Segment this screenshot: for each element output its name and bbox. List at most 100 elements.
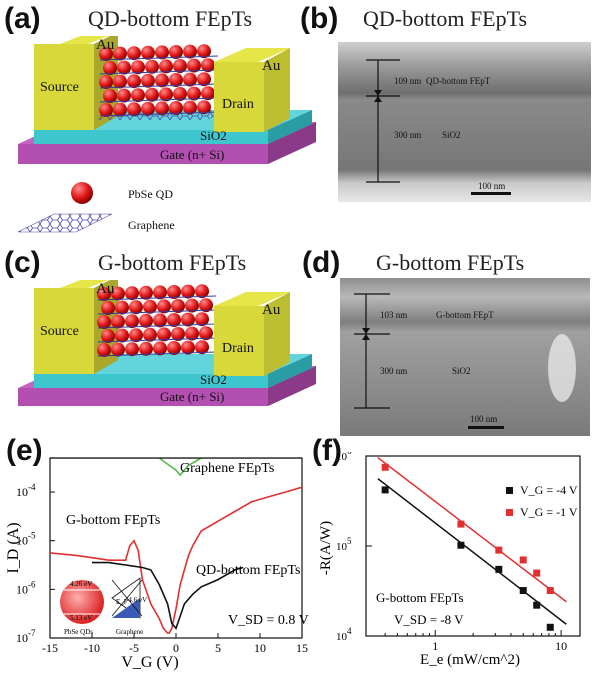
- graphene-sheet: [99, 69, 219, 75]
- inset-ef-symbol: E_F: [116, 598, 128, 606]
- pbse-qd: [125, 342, 139, 357]
- annotation-qd-bottom: QD-bottom FEpTs: [196, 563, 300, 578]
- channel-qd-graphene: [97, 284, 217, 357]
- inset-ef: -4.6 eV: [126, 596, 147, 604]
- sio2-layer: [34, 374, 268, 388]
- sem-b-thickness-bottom: 300 nm: [394, 130, 421, 140]
- gate-label: Gate (n+ Si): [160, 147, 224, 162]
- pbse-qd: [127, 46, 141, 61]
- pbse-qd: [201, 86, 215, 101]
- graphene-sheet: [97, 295, 217, 301]
- plot-top-mask: [50, 452, 302, 458]
- legend-label: V_G = -4 V: [520, 483, 578, 497]
- panel-letter-a: (a): [4, 2, 41, 35]
- panel-title-c: G-bottom FEpTs: [98, 250, 247, 275]
- panel-title-b: QD-bottom FEpTs: [363, 6, 528, 31]
- pbse-qd: [185, 326, 199, 341]
- pbse-qd: [195, 284, 209, 299]
- pbse-qd: [183, 72, 197, 87]
- sem-b-layer-bottom: SiO2: [442, 130, 461, 140]
- data-point: [495, 546, 503, 554]
- pbse-qd: [117, 88, 131, 103]
- annotation-vsd: V_SD = 0.8 V: [228, 613, 309, 628]
- panel-letter-b: (b): [300, 2, 339, 35]
- y-tick-label: 10-4: [16, 482, 36, 499]
- pbse-qd: [153, 285, 167, 300]
- pbse-qd: [155, 45, 169, 60]
- pbse-qd: [153, 313, 167, 328]
- inset-dirac-bottom: [112, 598, 140, 618]
- sem-d-layer-bottom: SiO2: [452, 366, 471, 376]
- pbse-qd: [125, 314, 139, 329]
- pbse-qd: [113, 74, 127, 89]
- x-tick-label: -15: [42, 641, 58, 655]
- x-tick-label: 10: [555, 639, 567, 653]
- pbse-qd: [153, 341, 167, 356]
- y-tick-label: 106: [336, 452, 352, 463]
- y-tick-label: 10-5: [16, 531, 36, 548]
- panel-title-d: G-bottom FEpTs: [376, 250, 525, 275]
- inset-cone-line: [111, 579, 143, 617]
- pbse-qd: [125, 286, 139, 301]
- x-axis-label: V_G (V): [121, 654, 178, 671]
- graphene-sheet: [99, 55, 219, 61]
- pbse-qd: [167, 285, 181, 299]
- pbse-qd: [113, 102, 127, 117]
- id-vg-chart: -15 -10 -5 0 5 10 15 10-7 10-6 10-5 10-4 Graphene F…: [5, 452, 309, 671]
- legend-marker: [506, 509, 513, 516]
- pbse-qd: [139, 313, 153, 328]
- pbse-qd: [173, 59, 187, 73]
- sem-d-layer-top: G-bottom FEpT: [436, 310, 494, 320]
- sem-d-thickness-top: 103 nm: [380, 310, 407, 320]
- pbse-qd: [155, 73, 169, 88]
- source-label: Source: [40, 324, 79, 339]
- drain-electrode: [214, 306, 264, 376]
- drain-label: Drain: [222, 341, 254, 356]
- data-point: [495, 565, 503, 573]
- pbse-qd: [113, 46, 127, 61]
- y-tick-label: 10-6: [16, 579, 36, 596]
- pbse-qd: [101, 301, 115, 315]
- pbse-qd: [145, 59, 159, 74]
- graphene-sheet: [97, 309, 217, 315]
- sio2-label: SiO2: [200, 128, 227, 143]
- pbse-qd: [129, 300, 143, 315]
- annotation-vsd: V_SD = -8 V: [394, 612, 464, 627]
- pbse-qd: [111, 314, 125, 329]
- sio2-label: SiO2: [200, 372, 227, 387]
- graphene-sheet: [99, 97, 219, 103]
- series-line: [92, 561, 244, 630]
- pbse-qd: [111, 342, 125, 357]
- sem-b-layer-top: QD-bottom FEpT: [426, 76, 491, 86]
- pbse-qd: [195, 312, 209, 327]
- graphene-sheet: [99, 111, 219, 117]
- pbse-qd: [159, 87, 173, 102]
- pbse-qd: [173, 87, 187, 101]
- panel-letter-f: (f): [312, 434, 342, 467]
- pbse-qd: [187, 58, 201, 73]
- source-electrode: [34, 288, 94, 374]
- annotation-graphene: Graphene FEpTs: [180, 461, 274, 476]
- pbse-qd: [201, 58, 215, 73]
- pbse-qd: [171, 327, 185, 341]
- pbse-qd: [143, 299, 157, 314]
- pbse-qd: [131, 88, 145, 103]
- data-point: [519, 587, 527, 595]
- sem-image-b: 109 nm QD-bottom FEpT 300 nm SiO2 100 nm: [338, 42, 591, 202]
- data-point: [546, 587, 554, 595]
- data-point: [519, 556, 527, 564]
- annotation-g-bottom: G-bottom FEpTs: [66, 513, 160, 528]
- pbse-qd: [103, 61, 117, 75]
- x-tick-label: -10: [84, 641, 100, 655]
- responsivity-chart: 1 10 104 105 106 V_G = -4 V V_G = -1 V G-bottom…: [318, 452, 581, 668]
- panel-title-a: QD-bottom FEpTs: [88, 6, 253, 31]
- qd-legend-label: PbSe QD: [128, 187, 173, 201]
- x-axis-label: E_e (mW/cm^2): [420, 652, 520, 668]
- inset-e2: 5.13 eV: [70, 614, 92, 622]
- pbse-qd: [181, 284, 195, 299]
- drain-label: Drain: [222, 97, 254, 112]
- graphene-sheet: [97, 323, 217, 329]
- source-electrode: [34, 44, 94, 130]
- source-label: Source: [40, 80, 79, 95]
- device-schematic-a: Au Au Source Drain SiO2 Gate (n+ Si) PbS…: [17, 36, 316, 233]
